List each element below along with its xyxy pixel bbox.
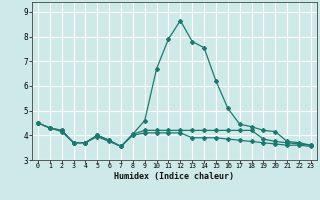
X-axis label: Humidex (Indice chaleur): Humidex (Indice chaleur) (115, 172, 234, 181)
